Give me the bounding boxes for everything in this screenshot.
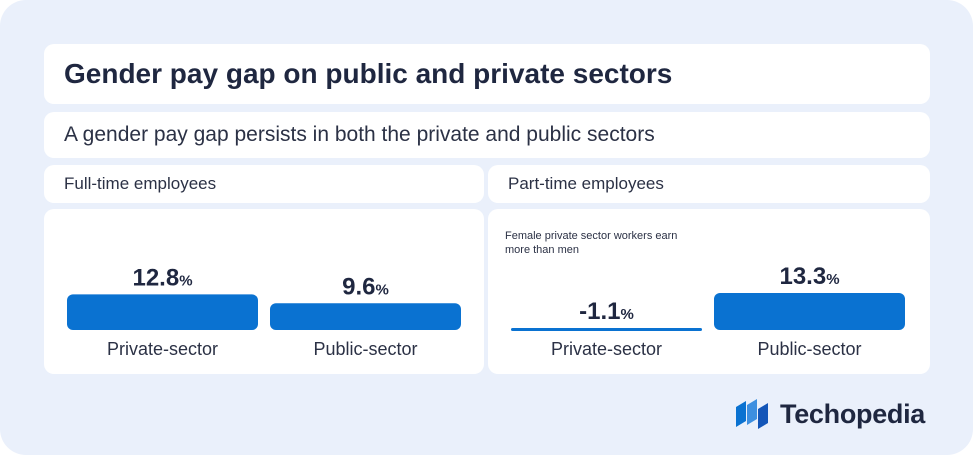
category-label: Public-sector <box>757 339 861 359</box>
chart-annotation: Female private sector workers earn more … <box>505 230 678 256</box>
page-subtitle: A gender pay gap persists in both the pr… <box>64 123 655 146</box>
subtitle-card: A gender pay gap persists in both the pr… <box>44 112 930 158</box>
bar-private-sector <box>67 294 258 330</box>
full-time-label: Full-time employees <box>64 174 217 193</box>
full-time-bar-chart: 12.8% Private-sector 9.6% Public-sector <box>67 264 461 359</box>
bar-public-sector <box>714 293 905 330</box>
full-time-chart-panel: 12.8% Private-sector 9.6% Public-sector <box>44 209 484 374</box>
category-label: Public-sector <box>313 339 417 359</box>
brand-name: Techopedia <box>780 399 926 429</box>
value-label: -1.1% <box>579 298 634 325</box>
title-card: Gender pay gap on public and private sec… <box>44 44 930 104</box>
part-time-bar-chart: -1.1% Private-sector 13.3% Public-sector <box>511 263 905 359</box>
value-label: 9.6% <box>342 273 389 300</box>
part-time-header: Part-time employees <box>488 165 930 203</box>
full-time-header: Full-time employees <box>44 165 484 203</box>
part-time-label: Part-time employees <box>508 174 664 193</box>
techopedia-logo-icon <box>736 399 768 429</box>
part-time-chart-panel: Female private sector workers earn more … <box>488 209 930 374</box>
category-label: Private-sector <box>551 339 662 359</box>
bar-private-sector <box>511 328 702 331</box>
category-label: Private-sector <box>107 339 218 359</box>
value-label: 12.8% <box>132 264 192 291</box>
value-label: 13.3% <box>779 263 839 290</box>
page-title: Gender pay gap on public and private sec… <box>64 58 673 89</box>
bar-public-sector <box>270 303 461 330</box>
